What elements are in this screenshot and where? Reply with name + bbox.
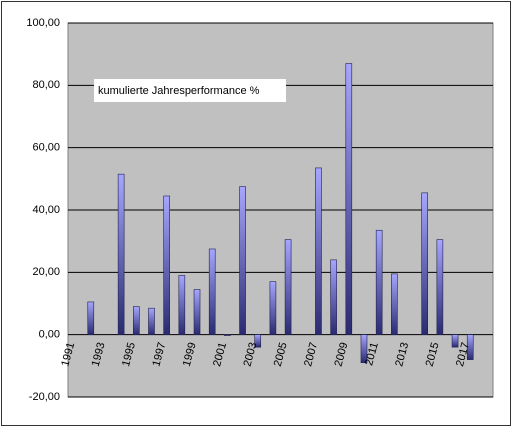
bar — [87, 301, 95, 335]
bar — [360, 334, 368, 364]
y-tick-label: 100,00 — [26, 17, 60, 29]
bar — [193, 289, 201, 335]
bar — [330, 259, 337, 335]
bar — [224, 334, 231, 336]
bar — [436, 239, 444, 335]
bar — [178, 275, 186, 335]
bar — [466, 334, 474, 360]
y-tick-label: 60,00 — [32, 142, 60, 154]
bar — [163, 195, 170, 335]
bar — [421, 192, 428, 335]
y-tick-label: -20,00 — [29, 391, 60, 403]
bar — [345, 63, 353, 335]
bar — [284, 239, 292, 335]
bar — [254, 334, 262, 348]
bar — [269, 281, 277, 335]
y-tick-label: 20,00 — [32, 266, 60, 278]
bar — [391, 273, 398, 335]
bar — [375, 229, 383, 335]
y-tick-label: 0,00 — [39, 329, 60, 341]
annotation-box — [94, 79, 286, 102]
annotation: kumulierte Jahresperformance % — [98, 85, 260, 97]
y-tick-label: 80,00 — [32, 79, 60, 91]
bar — [239, 186, 246, 335]
bar — [133, 306, 140, 335]
bar — [315, 167, 322, 335]
bar — [208, 248, 216, 335]
bar — [117, 173, 125, 335]
bar — [451, 334, 459, 348]
y-tick-label: 40,00 — [32, 204, 60, 216]
x-tick-label: 2011 — [363, 341, 381, 367]
bar — [148, 307, 155, 335]
